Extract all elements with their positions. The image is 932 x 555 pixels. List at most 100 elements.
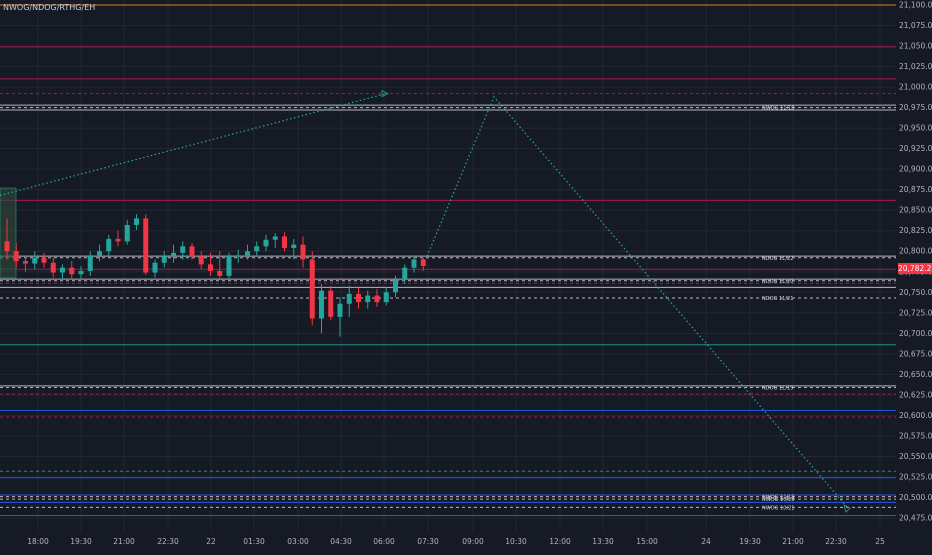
projection-paths [0,89,851,513]
candle-body [374,295,380,303]
candle-body [208,264,213,271]
x-tick-label: 22 [206,537,216,546]
y-tick-label: 20,600.00 [899,411,932,420]
x-tick-label: 06:00 [373,537,395,546]
y-tick-label: 21,000.00 [899,83,932,92]
y-tick-label: 21,075.00 [899,21,932,30]
y-tick-label: 20,625.00 [899,390,932,399]
candle-body [180,246,186,253]
x-tick-label: 22:30 [157,537,179,546]
y-tick-label: 20,675.00 [899,349,932,358]
candle-body [23,261,28,264]
y-axis-labels: 21,100.00 21,075.00 21,050.00 21,025.00 21,0… [899,1,932,523]
y-tick-label: 20,650.00 [899,370,932,379]
y-tick-label: 20,925.00 [899,144,932,153]
candle-body [124,224,130,242]
candle-body [383,292,389,303]
candle-body [161,256,167,263]
x-tick-label: 18:00 [27,537,49,546]
symbol-title: NWOG/NDOG/RTHG/EH [3,3,96,12]
candle-body [134,218,139,225]
level-label: NWOG 10/21 [762,505,795,511]
candle-body [60,267,65,273]
x-tick-label: 07:30 [417,537,439,546]
y-tick-label: 20,875.00 [899,185,932,194]
y-tick-label: 21,025.00 [899,62,932,71]
level-label: NDOG 11/21 [762,296,793,302]
candle-body [13,251,19,262]
x-tick-label: 19:30 [739,537,761,546]
x-tick-label: 09:00 [462,537,484,546]
projection-arrow [843,504,851,513]
candle-body [106,238,112,252]
y-tick-label: 21,050.00 [899,42,932,51]
x-tick-label: 21:00 [113,537,135,546]
x-tick-label: 22:30 [825,537,847,546]
y-tick-label: 20,550.00 [899,452,932,461]
candle-body [272,236,278,240]
x-tick-label: 15:00 [636,537,658,546]
y-tick-label: 20,850.00 [899,206,932,215]
level-lines [0,4,896,517]
candle-body [337,303,343,317]
last-price-tag: 20,782.22 [898,263,932,274]
projection-line [0,93,387,197]
level-label: NDOG 11/19 [762,385,793,391]
candle-body [78,270,84,275]
candle-body [235,255,241,257]
candle-body [152,262,158,273]
candle-body [217,270,223,276]
candle-body [356,293,361,303]
candle-body [282,236,287,248]
candle-body [69,267,75,275]
level-label: NDOG 11/22 [762,256,793,262]
candle-body [171,252,176,257]
candle-body [189,246,195,257]
grid-lines [0,0,896,532]
candle-body [87,255,93,271]
candle-body [365,295,371,303]
level-labels: NWOG 11/18 NDOG 11/22 NDOG 11/20 NDOG 11/21… [762,106,795,512]
y-tick-label: 20,900.00 [899,165,932,174]
x-tick-label: 12:00 [549,537,571,546]
y-tick-label: 20,725.00 [899,308,932,317]
candle-body [245,251,250,256]
x-tick-label: 19:30 [70,537,92,546]
y-tick-label: 20,575.00 [899,431,932,440]
candle-body [319,290,324,319]
candle-body [300,244,306,260]
y-tick-label: 20,750.00 [899,288,932,297]
candle-body [393,279,398,293]
y-tick-label: 20,500.00 [899,493,932,502]
y-tick-label: 21,100.00 [899,1,932,10]
candle-body [402,267,408,280]
candle-body [226,255,232,276]
candle-body [198,256,204,265]
candle-body [41,257,47,263]
level-label: NWOG 11/18 [762,495,795,501]
projection-arrow [381,89,389,98]
y-tick-label: 20,700.00 [899,329,932,338]
x-axis-labels: 18:00 19:30 21:00 22:30 22 01:30 03:00 04:30 06:… [27,537,885,546]
candle-body [328,290,334,317]
x-tick-label: 04:30 [330,537,352,546]
x-tick-label: 25 [875,537,885,546]
x-tick-label: 21:00 [782,537,804,546]
candlesticks [4,214,426,337]
shaded-zone [0,187,17,279]
candle-body [411,259,417,268]
x-tick-label: 03:00 [287,537,309,546]
projection-line [426,95,849,509]
candle-body [4,241,10,252]
level-label: NDOG 11/20 [762,279,793,285]
x-tick-label: 01:30 [243,537,265,546]
y-tick-label: 20,975.00 [899,103,932,112]
y-tick-label: 20,475.00 [899,514,932,523]
candle-body [420,259,426,267]
candle-body [263,239,269,247]
candle-body [346,293,352,304]
candle-body [254,246,260,252]
candle-body [309,259,315,319]
